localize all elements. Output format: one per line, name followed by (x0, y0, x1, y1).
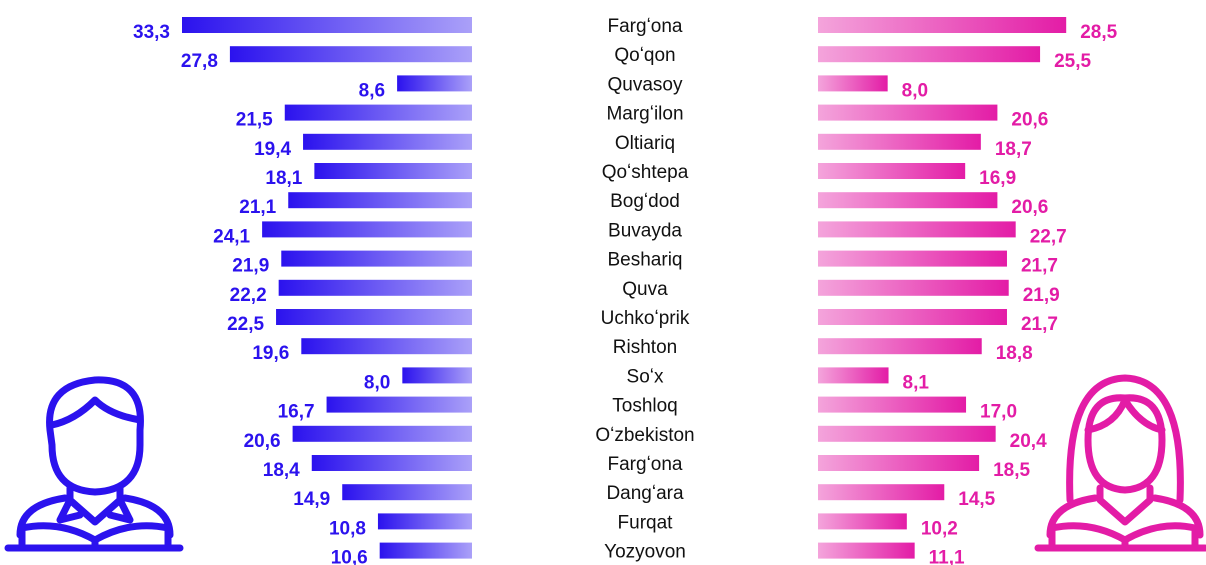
value-label-left: 19,6 (252, 343, 289, 364)
value-label-left: 8,6 (359, 80, 385, 101)
value-label-left: 19,4 (254, 139, 291, 160)
bar-right (818, 192, 998, 209)
bar-right (818, 163, 966, 179)
value-label-right: 25,5 (1054, 51, 1091, 72)
value-label-left: 18,1 (265, 168, 302, 189)
category-label: Toshloq (612, 396, 678, 417)
male-icon (4, 376, 184, 552)
value-label-right: 14,5 (958, 489, 995, 510)
category-label: Bogʻdod (610, 191, 680, 212)
value-label-left: 10,8 (329, 518, 366, 539)
category-label: Rishton (613, 337, 677, 358)
category-label: Buvayda (608, 220, 682, 241)
value-label-right: 18,7 (995, 139, 1032, 160)
bar-right (818, 542, 915, 559)
category-label: Fargʻona (608, 16, 683, 37)
bar-right (818, 425, 996, 442)
value-label-left: 21,9 (232, 256, 269, 277)
bar-left (314, 163, 472, 179)
bar-left (303, 133, 472, 150)
bar-left (377, 513, 472, 530)
bar-left (326, 396, 472, 413)
value-label-right: 20,6 (1011, 110, 1048, 131)
value-label-left: 22,2 (230, 285, 267, 306)
value-label-left: 21,5 (236, 110, 273, 131)
bar-right (818, 104, 998, 121)
category-label: Yozyovon (604, 542, 686, 563)
value-label-left: 22,5 (227, 314, 264, 335)
value-label-left: 8,0 (364, 372, 390, 393)
value-label-right: 8,1 (903, 372, 930, 393)
value-label-right: 28,5 (1080, 22, 1117, 43)
category-label: Fargʻona (608, 454, 683, 475)
bar-left (342, 484, 472, 501)
bar-right (818, 279, 1009, 296)
bar-right (818, 17, 1067, 33)
value-label-right: 18,5 (993, 460, 1030, 481)
value-label-right: 22,7 (1030, 226, 1067, 247)
bar-left (229, 46, 472, 63)
category-label: Uchkoʻprik (601, 308, 690, 329)
bar-left (262, 221, 472, 238)
bar-right (818, 46, 1041, 63)
bar-right (818, 221, 1016, 238)
category-label: Dangʻara (606, 483, 684, 504)
category-label: Soʻx (627, 366, 664, 387)
value-label-left: 20,6 (244, 431, 281, 452)
value-label-left: 16,7 (278, 402, 315, 423)
value-label-right: 8,0 (902, 80, 928, 101)
value-label-right: 20,4 (1010, 431, 1047, 452)
category-label: Margʻilon (606, 104, 683, 125)
bar-left (402, 367, 472, 384)
bar-left (182, 17, 472, 33)
value-label-left: 18,4 (263, 460, 300, 481)
value-label-right: 11,1 (929, 548, 965, 565)
category-label: Beshariq (608, 250, 683, 271)
value-label-left: 24,1 (213, 226, 250, 247)
category-label: Qoʻqon (614, 45, 675, 66)
value-label-right: 18,8 (996, 343, 1033, 364)
bar-left (284, 104, 472, 121)
bar-right (818, 309, 1007, 325)
bar-left (288, 192, 472, 209)
bar-left (301, 338, 472, 355)
category-label: Oʻzbekiston (595, 425, 694, 446)
value-label-right: 21,9 (1023, 285, 1060, 306)
bar-right (818, 133, 981, 150)
female-icon (1034, 374, 1206, 552)
value-label-right: 21,7 (1021, 256, 1058, 277)
bar-right (818, 484, 945, 501)
category-label: Oltiariq (615, 133, 675, 154)
bar-right (818, 250, 1007, 267)
bar-left (281, 250, 472, 267)
bar-right (818, 396, 967, 413)
bar-left (292, 425, 472, 442)
bar-right (818, 513, 907, 530)
value-label-left: 27,8 (181, 51, 218, 72)
bar-right (818, 75, 888, 92)
value-label-right: 20,6 (1011, 197, 1048, 218)
value-label-left: 33,3 (133, 22, 170, 43)
value-label-left: 14,9 (293, 489, 330, 510)
bar-left (278, 279, 472, 296)
bar-right (818, 455, 980, 471)
category-label: Quvasoy (608, 74, 683, 95)
value-label-right: 21,7 (1021, 314, 1058, 335)
value-label-right: 16,9 (979, 168, 1016, 189)
category-label: Qoʻshtepa (602, 162, 689, 183)
bar-right (818, 367, 889, 384)
bar-left (397, 75, 472, 92)
bar-left (311, 455, 472, 471)
category-label: Furqat (618, 512, 674, 533)
category-label: Quva (622, 279, 668, 300)
bar-left (379, 542, 472, 559)
value-label-left: 10,6 (331, 548, 368, 565)
value-label-left: 21,1 (239, 197, 276, 218)
bar-left (276, 309, 472, 325)
value-label-right: 17,0 (980, 402, 1017, 423)
bar-right (818, 338, 982, 355)
value-label-right: 10,2 (921, 518, 958, 539)
